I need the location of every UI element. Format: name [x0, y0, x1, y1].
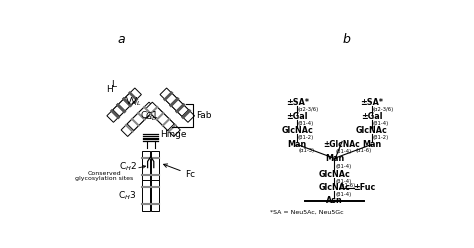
Text: a: a [118, 33, 125, 46]
Polygon shape [146, 102, 174, 130]
Text: Man: Man [288, 140, 307, 149]
Text: Fc: Fc [164, 164, 196, 179]
Polygon shape [113, 88, 141, 116]
Text: GlcNAc: GlcNAc [281, 126, 313, 135]
Polygon shape [166, 94, 194, 122]
Text: b: b [342, 33, 350, 46]
Polygon shape [152, 180, 159, 211]
Text: C$_L$: C$_L$ [145, 111, 157, 123]
Text: (β1-4): (β1-4) [298, 121, 314, 126]
Polygon shape [160, 88, 189, 116]
Text: Man: Man [325, 154, 344, 163]
Text: (β1-4): (β1-4) [373, 121, 389, 126]
Text: (β1-2): (β1-2) [373, 135, 389, 140]
Polygon shape [152, 152, 159, 182]
Polygon shape [127, 102, 155, 130]
Text: C$_H$1: C$_H$1 [140, 110, 158, 123]
Text: ±Gal: ±Gal [286, 112, 308, 121]
Text: GlcNAc: GlcNAc [319, 183, 350, 192]
Text: GlcNAc: GlcNAc [356, 126, 387, 135]
Text: *SA = Neu5Ac, Neu5Gc: *SA = Neu5Ac, Neu5Gc [270, 210, 344, 215]
Text: (α1-6): (α1-6) [356, 148, 372, 153]
Text: (β1-4): (β1-4) [336, 149, 352, 154]
Polygon shape [142, 152, 150, 182]
Text: ±GlcNAc: ±GlcNAc [324, 140, 361, 149]
Text: (α1-3): (α1-3) [298, 148, 314, 153]
Polygon shape [142, 180, 150, 211]
Text: Hinge: Hinge [160, 130, 186, 139]
Text: Conserved
glycosylation sites: Conserved glycosylation sites [75, 165, 146, 182]
Text: ±SA*: ±SA* [286, 98, 309, 107]
Text: ±SA*: ±SA* [360, 98, 383, 107]
Text: Fab: Fab [196, 111, 211, 120]
Text: ±Fuc: ±Fuc [353, 183, 375, 192]
Text: (β1-4): (β1-4) [335, 179, 351, 184]
Text: V$_H$: V$_H$ [125, 96, 138, 108]
Text: (α2-3/6): (α2-3/6) [373, 107, 393, 112]
Text: Man: Man [362, 140, 381, 149]
Polygon shape [121, 108, 150, 136]
Text: Asn: Asn [326, 196, 343, 205]
Text: (β1-4): (β1-4) [335, 192, 351, 197]
Polygon shape [152, 108, 180, 136]
Text: (β1-2): (β1-2) [298, 135, 314, 140]
Text: H: H [107, 85, 113, 94]
Text: GlcNAc: GlcNAc [319, 170, 350, 179]
Text: C$_H$3: C$_H$3 [118, 189, 137, 202]
Text: L: L [111, 80, 116, 90]
Polygon shape [107, 94, 136, 122]
Text: V$_L$: V$_L$ [130, 95, 142, 108]
Text: C$_H$2: C$_H$2 [118, 160, 137, 173]
Text: ±Gal: ±Gal [361, 112, 383, 121]
Text: (α1-6): (α1-6) [340, 183, 356, 188]
Text: (β1-4): (β1-4) [335, 164, 351, 169]
Text: (α2-3/6): (α2-3/6) [298, 107, 319, 112]
